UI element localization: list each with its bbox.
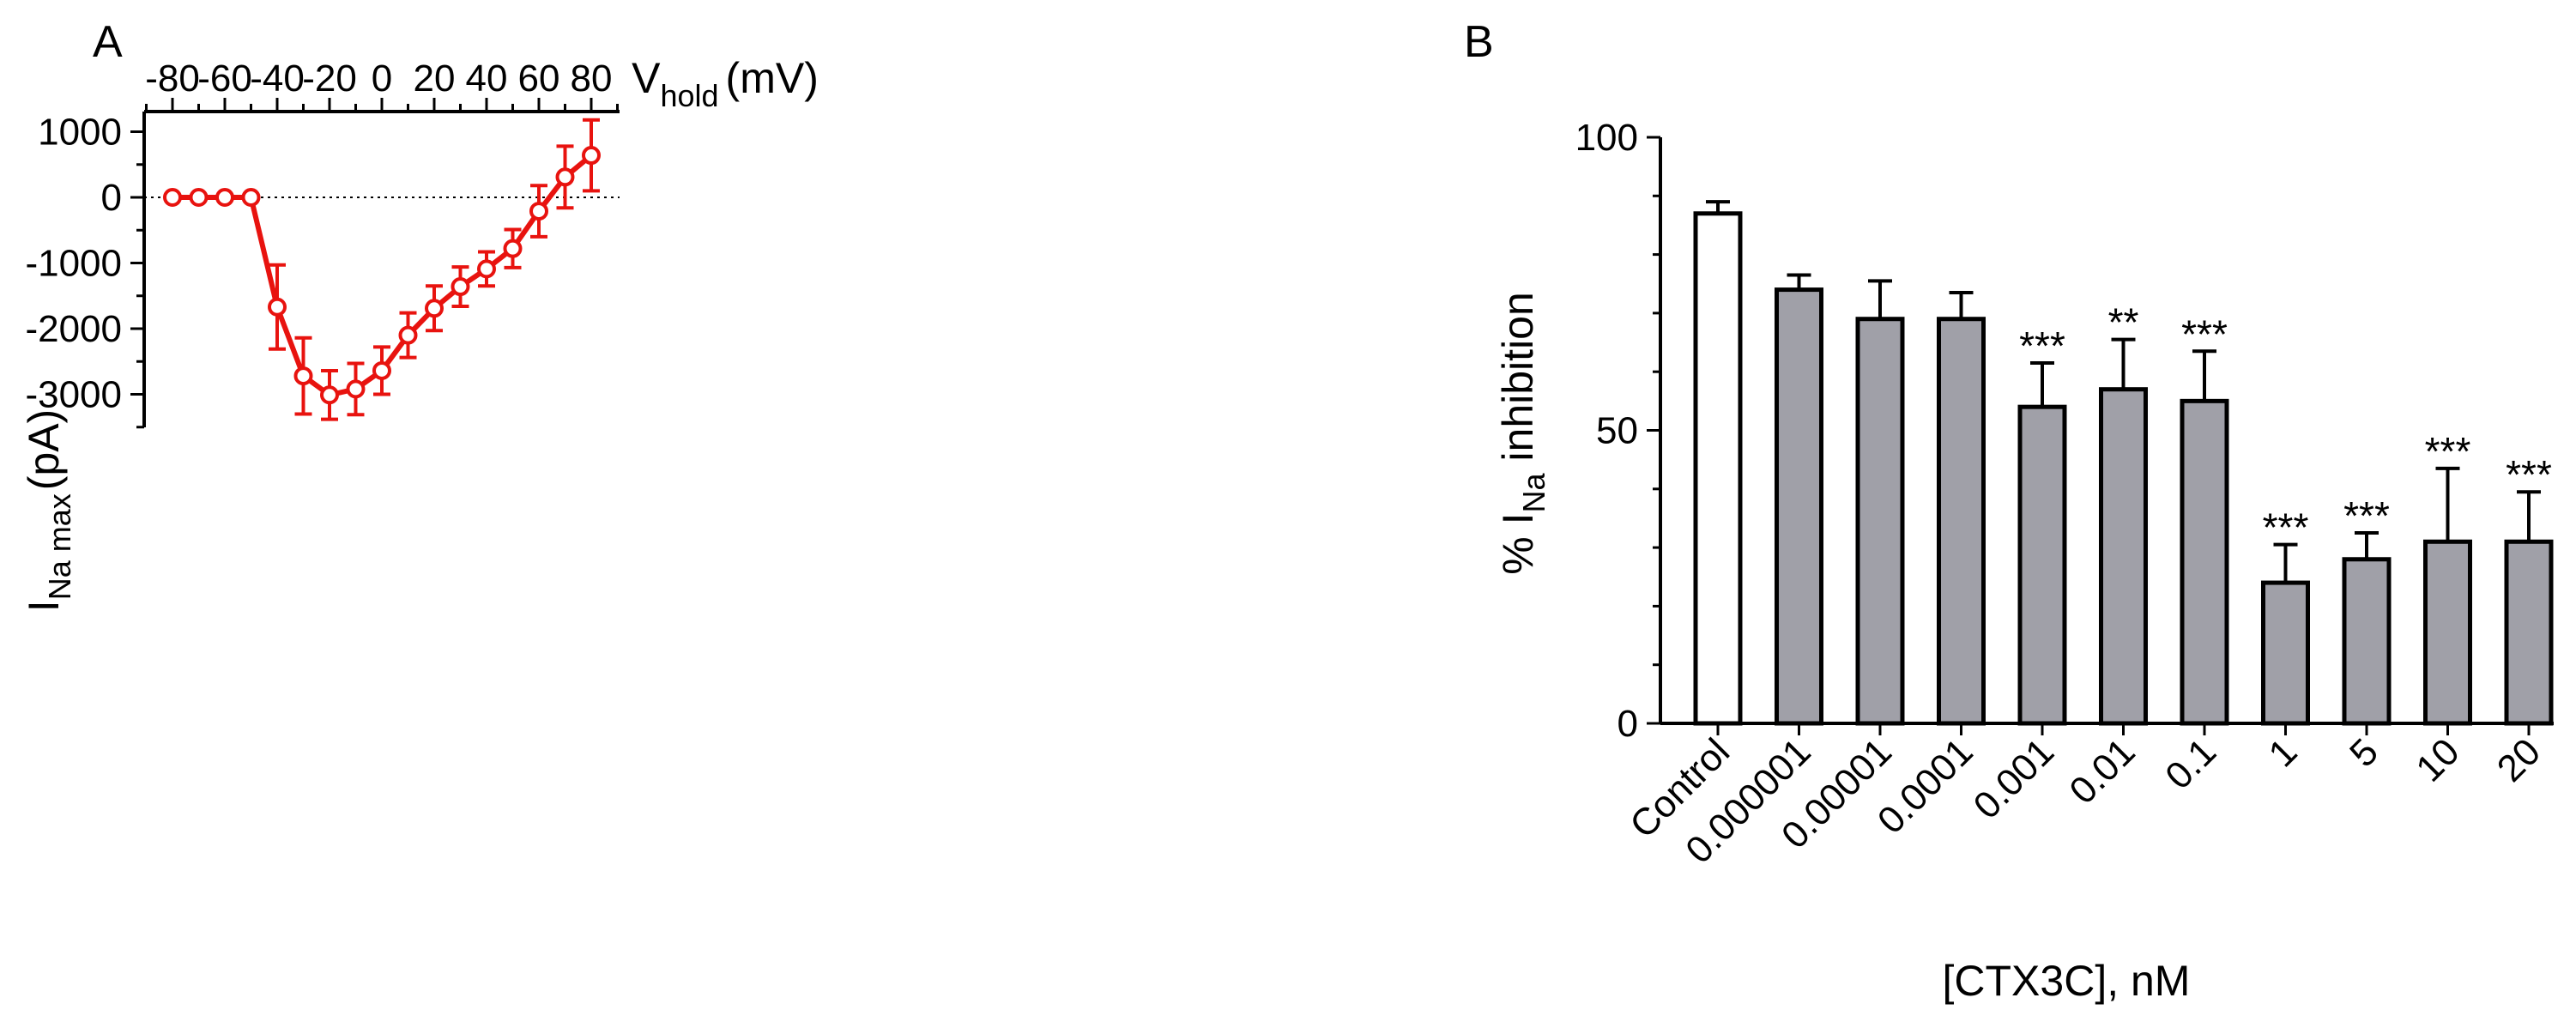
panel-a-plot: -80-60-40-20 0 20 40 60 80 1000 0 -1000 -2000 -300…	[25, 57, 620, 429]
panel-b-bar	[2423, 539, 2472, 726]
panel-b-bar	[1775, 287, 1823, 726]
panel-b-bar	[2261, 580, 2310, 726]
panel-a-data-point	[555, 167, 575, 187]
panel-b-y-axis-title-main: % I	[1494, 513, 1542, 575]
panel-a-x-tick-label: -60	[197, 57, 252, 100]
panel-b-category-label: 0.1	[2157, 730, 2224, 797]
panel-a-x-tick-label: 60	[518, 57, 560, 100]
panel-b-bar	[2099, 387, 2148, 726]
panel-a-data-point	[293, 366, 313, 386]
panel-a-x-tick-label: 40	[466, 57, 508, 100]
panel-b-y-tick-label: 100	[1575, 117, 1638, 159]
panel-a-x-tick-label: 20	[414, 57, 456, 100]
panel-a-x-tick-label: -80	[145, 57, 200, 100]
panel-a-data-point	[346, 379, 366, 399]
panel-b-bar	[1937, 317, 1986, 726]
panel-a-x-axis-title-main: V	[632, 54, 661, 102]
panel-b-bar	[2504, 539, 2554, 726]
panel-a-data-point	[268, 297, 287, 317]
panel-a-x-tick-label: -40	[250, 57, 305, 100]
panel-a-data-point	[503, 239, 523, 258]
panel-a-x-axis-title-unit: (mV)	[726, 54, 819, 102]
panel-a-y-axis-title: INa max(pA)	[20, 409, 77, 612]
panel-b-y-axis-title: % INa inhibition	[1494, 292, 1551, 575]
panel-b-bar	[2180, 398, 2229, 726]
panel-a-y-axis-title-sub: Na max	[42, 493, 77, 600]
panel-b-label: B	[1464, 17, 1494, 67]
panel-a-y-tick-label: 1000	[38, 112, 122, 154]
panel-a-label: A	[93, 17, 123, 67]
panel-a-y-tick-label: -1000	[25, 243, 122, 285]
panel-b-y-axis-title-sub: Na	[1516, 473, 1551, 513]
panel-a-data-point	[372, 360, 391, 380]
panel-b-category-label: 10	[2408, 730, 2467, 789]
panel-a-data-point	[163, 188, 182, 207]
panel-a-y-axis-title-main: I	[20, 600, 68, 612]
panel-b-significance-label: ***	[2263, 505, 2309, 550]
panel-b-significance-label: **	[2108, 300, 2139, 345]
panel-a-data-point	[241, 188, 261, 207]
panel-a-x-tick-label: 80	[571, 57, 613, 100]
panel-a-y-tick-label: -3000	[25, 374, 122, 416]
panel-a-data-point	[450, 277, 470, 297]
panel-a-x-tick-label: 0	[372, 57, 392, 100]
panel-b-significance-label: ***	[2343, 493, 2390, 538]
panel-b-category-label: 0.001	[1966, 730, 2063, 827]
panel-a-data-point	[529, 202, 548, 221]
panel-a-x-axis-title-sub: hold	[660, 78, 718, 113]
panel-a-data-point	[582, 146, 601, 166]
panel-a-data-point	[189, 188, 209, 207]
panel-a-y-tick-label: -2000	[25, 308, 122, 350]
panel-a-y-tick-label: 0	[101, 177, 122, 219]
panel-b-bar	[2017, 404, 2067, 726]
panel-a-data-point	[215, 188, 234, 207]
panel-b-plot: 050100Control0.0000010.000010.00010.001*…	[1575, 117, 2554, 872]
panel-a-data-point	[320, 385, 339, 405]
panel-b-bar	[2342, 557, 2392, 726]
panel-b-significance-label: ***	[2425, 429, 2471, 474]
panel-b-category-label: 1	[2261, 730, 2306, 775]
panel-a-data-point	[398, 325, 418, 345]
panel-a-x-axis-title: Vhold (mV)	[632, 54, 819, 113]
panel-b-y-axis-title-rest: inhibition	[1494, 292, 1542, 473]
panel-b-significance-label: ***	[2181, 311, 2228, 356]
panel-b-bar	[1855, 317, 1905, 726]
panel-a-data-point	[477, 259, 496, 279]
panel-a-data-point	[425, 299, 444, 318]
panel-a-y-axis-title-unit: (pA)	[20, 409, 68, 490]
panel-b-significance-label: ***	[2506, 452, 2552, 497]
panel-b-category-label: 20	[2489, 730, 2549, 789]
panel-b-y-tick-label: 0	[1618, 703, 1638, 745]
panel-b-category-label: 0.01	[2061, 730, 2143, 812]
panel-b-y-tick-label: 50	[1596, 410, 1638, 452]
panel-a-x-tick-label: -20	[302, 57, 357, 100]
panel-b-x-axis-title: [CTX3C], nM	[1943, 957, 2191, 1005]
panel-b-significance-label: ***	[2019, 324, 2065, 368]
panel-b-bar	[1693, 211, 1743, 726]
panel-b-category-label: 5	[2342, 730, 2386, 775]
